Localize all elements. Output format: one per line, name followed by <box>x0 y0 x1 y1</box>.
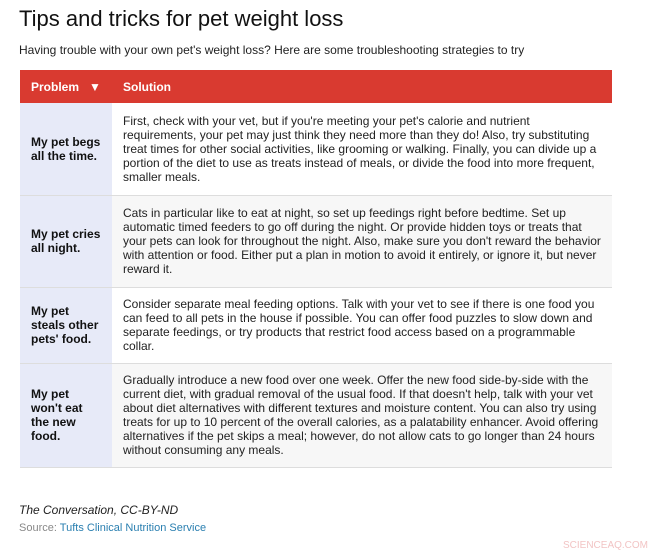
subtitle: Having trouble with your own pet's weigh… <box>19 43 525 57</box>
problem-cell: My pet begs all the time. <box>20 103 112 196</box>
tips-table: Problem ▼ Solution My pet begs all the t… <box>20 70 612 468</box>
solution-cell: Gradually introduce a new food over one … <box>112 363 612 468</box>
sort-down-icon[interactable]: ▼ <box>89 79 101 94</box>
table-row: My pet won't eat the new food. Gradually … <box>20 363 612 468</box>
source-link[interactable]: Tufts Clinical Nutrition Service <box>59 522 207 534</box>
problem-cell: My pet cries all night. <box>20 195 112 288</box>
source-label: Source: <box>19 522 57 534</box>
table-row: My pet begs all the time. First, check wi… <box>20 103 612 196</box>
problem-cell: My pet won't eat the new food. <box>20 363 112 468</box>
solution-cell: First, check with your vet, but if you'r… <box>112 103 612 196</box>
problem-cell: My pet steals other pets' food. <box>20 287 112 364</box>
page-title: Tips and tricks for pet weight loss <box>19 6 344 31</box>
problem-header-label: Problem <box>31 79 80 94</box>
problem-header[interactable]: Problem ▼ <box>20 70 112 103</box>
solution-header: Solution <box>112 70 612 103</box>
solution-cell: Consider separate meal feeding options. … <box>112 287 612 364</box>
source: Source: Tufts Clinical Nutrition Service <box>19 522 206 534</box>
credit: The Conversation, CC-BY-ND <box>19 503 179 517</box>
watermark: SCIENCEAQ.COM <box>562 540 648 551</box>
solution-cell: Cats in particular like to eat at night,… <box>112 195 612 288</box>
table-row: My pet steals other pets' food. Consider … <box>20 287 612 364</box>
table-row: My pet cries all night. Cats in particula… <box>20 195 612 288</box>
